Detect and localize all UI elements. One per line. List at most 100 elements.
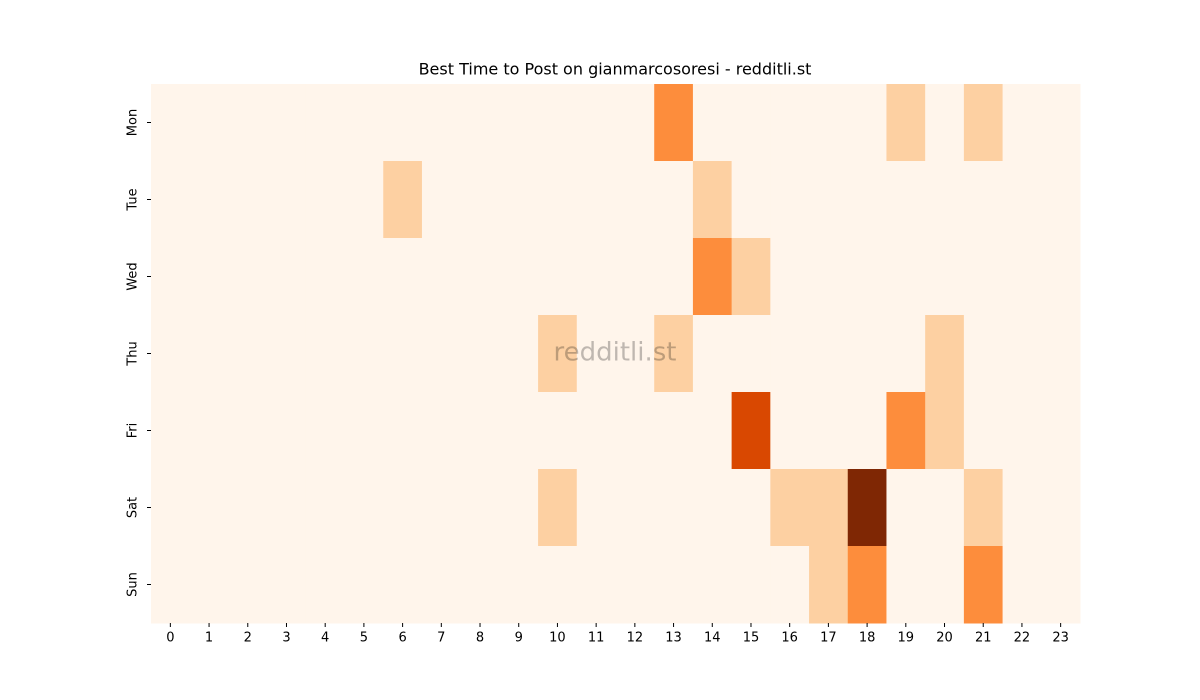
heatmap-cell [576, 392, 616, 470]
heatmap-cell [886, 161, 926, 239]
heatmap-cell [576, 469, 616, 547]
x-tick-label: 16 [781, 631, 798, 646]
heatmap-cell [383, 161, 423, 239]
heatmap-cell [692, 469, 733, 547]
heatmap-cell [654, 469, 694, 547]
heatmap-cell [460, 161, 500, 239]
heatmap-cell [267, 469, 307, 547]
heatmap-cell [847, 161, 887, 239]
heatmap-cell [847, 315, 887, 393]
heatmap-cell [809, 392, 849, 470]
heatmap-cell [383, 84, 423, 162]
heatmap-cell [305, 392, 346, 470]
heatmap-cell [809, 315, 849, 393]
heatmap-cell [886, 546, 926, 624]
heatmap-cell [460, 546, 500, 624]
heatmap-cell [692, 84, 733, 162]
heatmap-cell [809, 546, 849, 624]
heatmap-cell [963, 238, 1004, 316]
heatmap-cell [344, 161, 384, 239]
heatmap-cell [963, 161, 1004, 239]
x-tick-label: 5 [360, 631, 368, 646]
heatmap-cell [847, 546, 887, 624]
heatmap-cell [1002, 315, 1042, 393]
y-tick-label: Fri [126, 423, 141, 439]
heatmap-cell [654, 161, 694, 239]
x-tick-label: 14 [704, 631, 721, 646]
heatmap-cell [228, 238, 268, 316]
heatmap-cell [1041, 315, 1081, 393]
heatmap-cell [731, 392, 771, 470]
heatmap-cell [460, 392, 500, 470]
x-tick-label: 22 [1014, 631, 1031, 646]
heatmap-cell [1002, 84, 1042, 162]
heatmap-cell [383, 392, 423, 470]
x-tick-label: 1 [205, 631, 213, 646]
heatmap-cell [228, 161, 268, 239]
x-tick-label: 17 [820, 631, 837, 646]
heatmap-cell [1002, 469, 1042, 547]
heatmap-cell [925, 315, 965, 393]
heatmap-cell [1041, 161, 1081, 239]
heatmap-cell [770, 392, 810, 470]
heatmap-cell [847, 238, 887, 316]
heatmap-cell [267, 546, 307, 624]
heatmap-cell [305, 238, 346, 316]
heatmap-cell [538, 161, 578, 239]
heatmap-cell [731, 546, 771, 624]
heatmap-cell [499, 238, 539, 316]
x-tick-label: 21 [975, 631, 992, 646]
heatmap-cell [538, 392, 578, 470]
heatmap-cell [692, 315, 733, 393]
heatmap-cell [344, 238, 384, 316]
heatmap-cell [654, 392, 694, 470]
heatmap-cell [770, 161, 810, 239]
x-tick-label: 8 [476, 631, 484, 646]
watermark: redditli.st [554, 338, 677, 368]
x-tick-label: 9 [515, 631, 523, 646]
y-tick-label: Wed [126, 262, 141, 290]
heatmap-cell [421, 315, 462, 393]
heatmap-cell [151, 392, 191, 470]
heatmap-cell [151, 546, 191, 624]
heatmap-cell [499, 546, 539, 624]
heatmap-cell [886, 392, 926, 470]
x-tick-label: 0 [166, 631, 174, 646]
heatmap-cell [692, 238, 733, 316]
heatmap-cell [615, 392, 655, 470]
heatmap-cell [189, 392, 229, 470]
heatmap-cell [383, 469, 423, 547]
heatmap-cell [499, 392, 539, 470]
heatmap-cell [1002, 238, 1042, 316]
heatmap-cell [151, 315, 191, 393]
heatmap-cell [925, 84, 965, 162]
heatmap-cell [963, 546, 1004, 624]
x-tick-label: 18 [859, 631, 876, 646]
x-tick-label: 6 [398, 631, 406, 646]
x-tick-label: 15 [743, 631, 760, 646]
heatmap-cell [692, 546, 733, 624]
heatmap-cell [615, 238, 655, 316]
heatmap-cell [576, 161, 616, 239]
heatmap-cell [576, 315, 616, 393]
heatmap [151, 84, 1081, 624]
heatmap-cell [886, 315, 926, 393]
heatmap-cell [770, 469, 810, 547]
heatmap-cell [1041, 84, 1081, 162]
x-tick-label: 2 [244, 631, 252, 646]
heatmap-cell [1041, 546, 1081, 624]
heatmap-cell [305, 161, 346, 239]
heatmap-cell [189, 238, 229, 316]
heatmap-cell [770, 84, 810, 162]
heatmap-cell [809, 161, 849, 239]
y-tick-label: Thu [126, 341, 141, 366]
heatmap-cell [576, 84, 616, 162]
heatmap-cell [228, 469, 268, 547]
x-tick-label: 12 [627, 631, 644, 646]
heatmap-cell [538, 469, 578, 547]
heatmap-cell [383, 238, 423, 316]
heatmap-cell [189, 546, 229, 624]
heatmap-cell [925, 546, 965, 624]
heatmap-cell [963, 315, 1004, 393]
y-tick-label: Tue [126, 188, 141, 211]
